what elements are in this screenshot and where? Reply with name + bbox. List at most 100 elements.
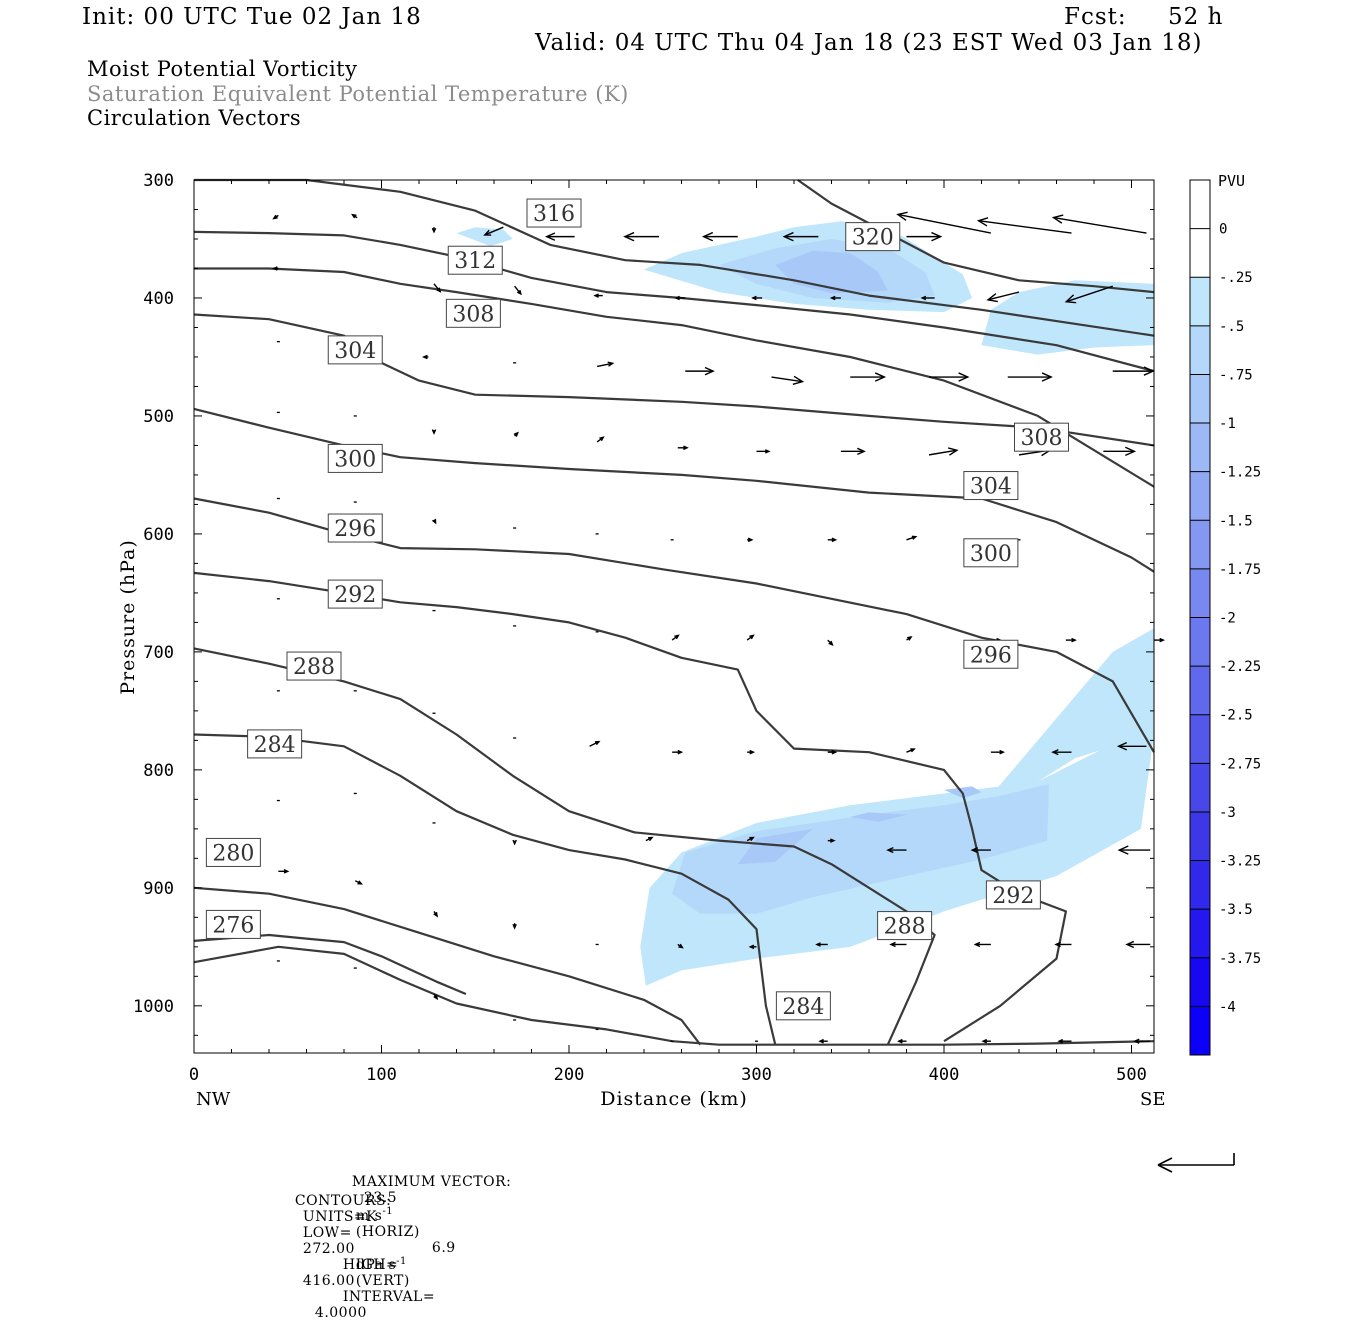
vector-head bbox=[593, 293, 599, 298]
contour-label-text: 304 bbox=[334, 339, 376, 364]
vector-head bbox=[874, 372, 887, 382]
colorbar-cell-7 bbox=[1190, 568, 1210, 618]
vector-head bbox=[986, 293, 998, 303]
vector-head bbox=[889, 941, 896, 948]
contours-interval-label: INTERVAL= bbox=[342, 1289, 436, 1305]
contour-label-280-14: 280 bbox=[205, 837, 261, 867]
colorbar-label-15: -3.75 bbox=[1219, 951, 1261, 967]
vector-head bbox=[749, 836, 755, 842]
colorbar-label-5: -1.25 bbox=[1219, 465, 1261, 481]
contour-label-284-18: 284 bbox=[775, 991, 831, 1021]
circulation-vector-96 bbox=[973, 941, 991, 948]
vector-head bbox=[599, 436, 605, 442]
y-tick-label-300: 300 bbox=[143, 171, 174, 191]
contour-label-288-17: 288 bbox=[877, 911, 933, 941]
colorbar-cell-4 bbox=[1190, 423, 1210, 472]
colorbar-label-7: -1.75 bbox=[1219, 562, 1261, 578]
vector-head bbox=[1133, 1038, 1140, 1044]
colorbar-label-1: -.25 bbox=[1219, 270, 1253, 286]
contour-label-box bbox=[1014, 422, 1069, 452]
vector-head bbox=[973, 941, 981, 948]
circulation-vector-27 bbox=[771, 375, 805, 386]
circulation-vector-73 bbox=[906, 748, 916, 753]
vector-head bbox=[678, 943, 684, 949]
circulation-vector-layer bbox=[272, 211, 1166, 1044]
circulation-vector-34 bbox=[431, 429, 437, 435]
circulation-vector-70 bbox=[672, 749, 684, 755]
circulation-vector-15 bbox=[593, 293, 603, 298]
vector-head bbox=[911, 535, 918, 540]
vector-head bbox=[910, 748, 916, 753]
vector-head bbox=[351, 213, 357, 219]
circulation-vector-45 bbox=[432, 518, 437, 525]
contour-label-300-9: 300 bbox=[963, 538, 1019, 568]
contour-label-text: 284 bbox=[782, 995, 824, 1020]
theta-contour-284 bbox=[193, 733, 777, 1045]
x-tick-label-0: 0 bbox=[189, 1065, 199, 1085]
vector-head bbox=[483, 229, 492, 236]
circulation-vector-4 bbox=[545, 232, 575, 241]
contour-label-292-10: 292 bbox=[327, 579, 383, 609]
colorbar-cell-15 bbox=[1190, 957, 1210, 1007]
circulation-vector-7 bbox=[782, 231, 819, 242]
vector-shaft bbox=[987, 291, 1020, 301]
x-right-end-label: SE bbox=[1140, 1089, 1165, 1110]
circulation-vector-72 bbox=[827, 749, 838, 755]
vector-shaft bbox=[897, 213, 992, 234]
circulation-vector-64 bbox=[1154, 637, 1166, 643]
contour-label-316-0: 316 bbox=[526, 198, 582, 228]
vector-head bbox=[1071, 637, 1077, 643]
colorbar-cell-0 bbox=[1190, 228, 1210, 278]
circulation-vector-12 bbox=[272, 266, 279, 271]
circulation-vector-37 bbox=[677, 445, 689, 451]
circulation-vector-93 bbox=[748, 944, 757, 950]
circulation-vector-90 bbox=[512, 923, 517, 930]
circulation-vector-9 bbox=[896, 211, 992, 234]
vector-head bbox=[545, 232, 556, 241]
vector-head bbox=[272, 214, 278, 220]
vector-head bbox=[677, 749, 684, 755]
circulation-vector-0 bbox=[272, 214, 279, 220]
vector-head bbox=[513, 431, 519, 437]
contour-label-text: 320 bbox=[852, 226, 894, 251]
reference-vector-arrow bbox=[1157, 1153, 1235, 1173]
circulation-vector-74 bbox=[990, 749, 1005, 755]
colorbar-cell-13 bbox=[1190, 860, 1210, 910]
circulation-vector-42 bbox=[1103, 446, 1137, 457]
vector-head bbox=[1116, 741, 1128, 751]
circulation-vector-51 bbox=[906, 535, 918, 541]
contours-high: 416.00 bbox=[302, 1273, 355, 1289]
circulation-vector-110 bbox=[1133, 1038, 1151, 1044]
circulation-vector-69 bbox=[589, 740, 601, 747]
contour-label-308-5: 308 bbox=[1014, 422, 1069, 452]
theta-contour-292 bbox=[193, 571, 1067, 1043]
circulation-vector-59 bbox=[746, 634, 755, 641]
vector-head bbox=[792, 375, 805, 386]
contour-label-layer: 316 312 320 308 304 308 300 304 296 300 292 296 288 2… bbox=[205, 198, 1069, 1021]
vector-head bbox=[829, 295, 836, 301]
y-tick-label-600: 600 bbox=[143, 525, 174, 545]
vector-head bbox=[981, 1038, 988, 1044]
plot-frame bbox=[193, 179, 1155, 1054]
circulation-vector-6 bbox=[701, 231, 738, 242]
colorbar-label-2: -.5 bbox=[1219, 319, 1244, 335]
vector-head bbox=[1064, 294, 1077, 304]
colorbar-label-3: -.75 bbox=[1219, 367, 1253, 383]
vector-head bbox=[674, 295, 680, 301]
circulation-vector-13 bbox=[433, 283, 442, 293]
contour-label-text: 300 bbox=[334, 447, 376, 472]
contour-label-text: 296 bbox=[334, 517, 376, 542]
contour-label-300-6: 300 bbox=[327, 443, 383, 473]
contour-label-text: 292 bbox=[992, 884, 1034, 909]
x-tick-label-200: 200 bbox=[554, 1065, 585, 1085]
circulation-vector-94 bbox=[815, 942, 828, 947]
contours-label: CONTOURS: bbox=[294, 1193, 392, 1209]
vector-head bbox=[831, 749, 838, 755]
pv-shading-layer bbox=[456, 221, 1154, 986]
vector-head bbox=[1051, 749, 1059, 756]
vector-head bbox=[1041, 372, 1053, 382]
circulation-vector-17 bbox=[751, 295, 763, 301]
circulation-vector-5 bbox=[623, 231, 659, 242]
vector-shaft bbox=[1053, 216, 1147, 234]
contour-label-text: 308 bbox=[452, 302, 494, 327]
